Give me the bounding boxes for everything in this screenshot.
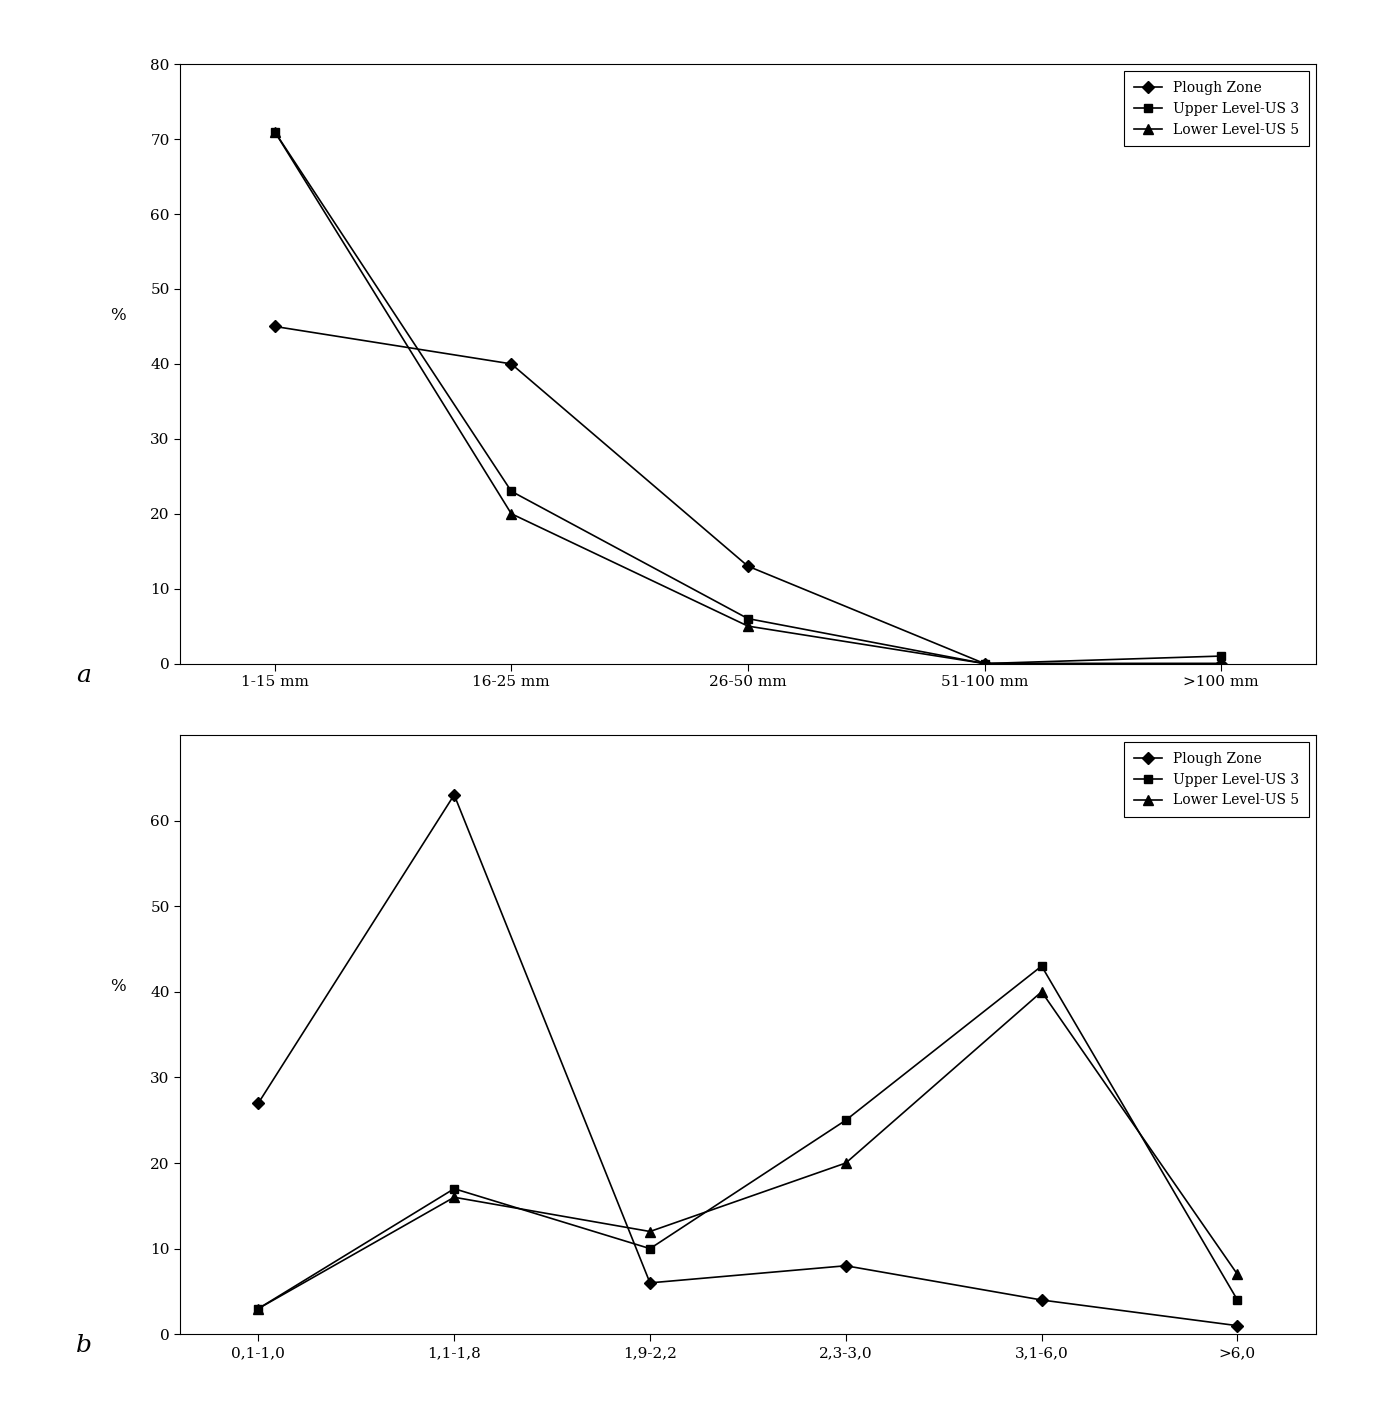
Plough Zone — [1213, 655, 1230, 672]
Upper Level-US 3 — [641, 1240, 658, 1257]
Line: Lower Level-US 5: Lower Level-US 5 — [253, 987, 1242, 1313]
Upper Level-US 3 — [740, 611, 756, 628]
Upper Level-US 3 — [446, 1180, 463, 1197]
Legend: Plough Zone, Upper Level-US 3, Lower Level-US 5: Plough Zone, Upper Level-US 3, Lower Lev… — [1125, 71, 1309, 147]
Text: b: b — [76, 1334, 93, 1357]
Upper Level-US 3 — [266, 123, 283, 140]
Plough Zone — [1033, 1291, 1050, 1309]
Upper Level-US 3 — [503, 482, 519, 499]
Plough Zone — [1228, 1317, 1245, 1334]
Lower Level-US 5 — [446, 1189, 463, 1206]
Text: %: % — [109, 977, 126, 995]
Plough Zone — [740, 558, 756, 575]
Upper Level-US 3 — [838, 1112, 855, 1129]
Plough Zone — [976, 655, 993, 672]
Upper Level-US 3 — [1033, 958, 1050, 975]
Lower Level-US 5 — [251, 1300, 267, 1317]
Plough Zone — [266, 318, 283, 335]
Plough Zone — [251, 1095, 267, 1112]
Lower Level-US 5 — [740, 618, 756, 635]
Upper Level-US 3 — [1228, 1291, 1245, 1309]
Lower Level-US 5 — [503, 505, 519, 522]
Line: Lower Level-US 5: Lower Level-US 5 — [270, 127, 1226, 668]
Lower Level-US 5 — [1213, 655, 1230, 672]
Line: Upper Level-US 3: Upper Level-US 3 — [270, 127, 1226, 668]
Plough Zone — [838, 1257, 855, 1274]
Lower Level-US 5 — [266, 123, 283, 140]
Lower Level-US 5 — [838, 1154, 855, 1172]
Legend: Plough Zone, Upper Level-US 3, Lower Level-US 5: Plough Zone, Upper Level-US 3, Lower Lev… — [1125, 742, 1309, 818]
Text: a: a — [76, 664, 91, 686]
Lower Level-US 5 — [1033, 983, 1050, 1000]
Lower Level-US 5 — [1228, 1266, 1245, 1283]
Line: Plough Zone: Plough Zone — [255, 791, 1241, 1330]
Lower Level-US 5 — [641, 1223, 658, 1240]
Plough Zone — [641, 1274, 658, 1291]
Line: Upper Level-US 3: Upper Level-US 3 — [255, 962, 1241, 1313]
Upper Level-US 3 — [1213, 648, 1230, 665]
Upper Level-US 3 — [976, 655, 993, 672]
Lower Level-US 5 — [976, 655, 993, 672]
Text: %: % — [109, 307, 126, 324]
Upper Level-US 3 — [251, 1300, 267, 1317]
Line: Plough Zone: Plough Zone — [270, 323, 1226, 668]
Plough Zone — [446, 786, 463, 803]
Plough Zone — [503, 355, 519, 372]
